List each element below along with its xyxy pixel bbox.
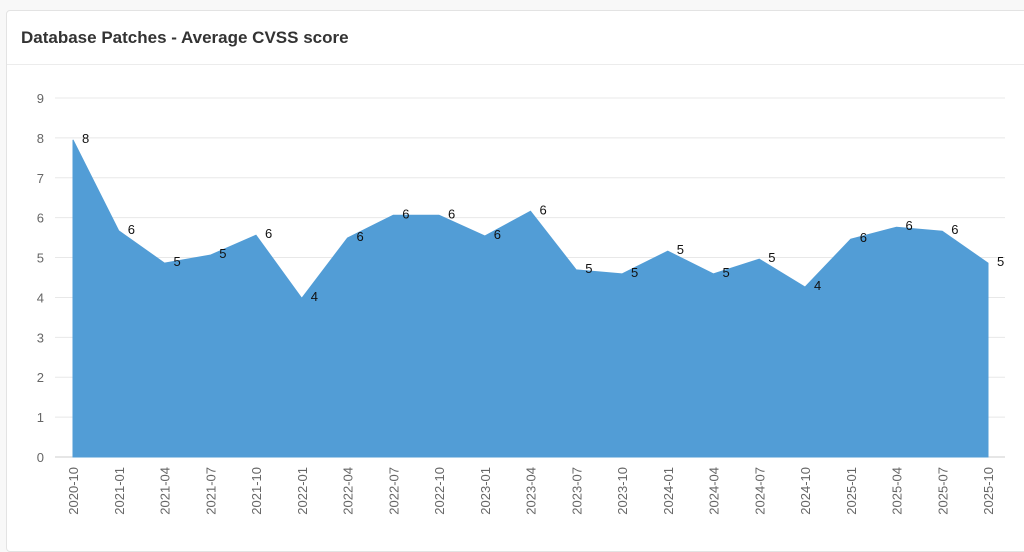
data-label: 4 bbox=[814, 278, 821, 293]
area-chart: 0 1 2 3 4 5 6 7 8 9 8 6 5 5 6 4 6 6 6 6 6 5 5 5 5 5 4 6 6 6 5 2020-10 20… bbox=[0, 0, 1024, 540]
x-tick-label: 2022-10 bbox=[432, 467, 447, 515]
x-tick-label: 2021-10 bbox=[249, 467, 264, 515]
x-tick-label: 2023-07 bbox=[569, 467, 584, 515]
data-label: 4 bbox=[311, 289, 318, 304]
data-label: 5 bbox=[997, 254, 1004, 269]
y-tick-label: 8 bbox=[37, 131, 44, 146]
data-label: 5 bbox=[631, 265, 638, 280]
x-tick-label: 2022-07 bbox=[386, 467, 401, 515]
data-label: 6 bbox=[951, 222, 958, 237]
x-tick-label: 2025-10 bbox=[981, 467, 996, 515]
x-tick-label: 2022-04 bbox=[341, 467, 356, 515]
x-tick-label: 2021-07 bbox=[203, 467, 218, 515]
x-tick-label: 2020-10 bbox=[66, 467, 81, 515]
data-label: 8 bbox=[82, 131, 89, 146]
x-tick-label: 2024-10 bbox=[798, 467, 813, 515]
x-tick-label: 2025-01 bbox=[844, 467, 859, 515]
y-tick-label: 5 bbox=[37, 251, 44, 266]
x-tick-label: 2022-01 bbox=[295, 467, 310, 515]
x-tick-label: 2025-04 bbox=[890, 467, 905, 515]
data-label: 6 bbox=[448, 206, 455, 221]
data-label: 6 bbox=[402, 206, 409, 221]
x-tick-label: 2023-01 bbox=[478, 467, 493, 515]
data-label: 5 bbox=[677, 242, 684, 257]
data-label: 5 bbox=[219, 246, 226, 261]
data-label: 5 bbox=[768, 250, 775, 265]
x-tick-label: 2024-07 bbox=[752, 467, 767, 515]
data-label: 5 bbox=[585, 261, 592, 276]
data-label: 6 bbox=[265, 226, 272, 241]
x-tick-label: 2021-04 bbox=[158, 467, 173, 515]
y-tick-label: 7 bbox=[37, 171, 44, 186]
x-tick-label: 2021-01 bbox=[112, 467, 127, 515]
y-tick-label: 6 bbox=[37, 211, 44, 226]
y-tick-label: 1 bbox=[37, 410, 44, 425]
x-tick-label: 2024-04 bbox=[707, 467, 722, 515]
y-tick-label: 4 bbox=[37, 290, 44, 305]
data-label: 6 bbox=[906, 218, 913, 233]
y-tick-label: 9 bbox=[37, 91, 44, 106]
y-tick-label: 0 bbox=[37, 450, 44, 465]
data-label: 6 bbox=[357, 229, 364, 244]
y-tick-label: 3 bbox=[37, 330, 44, 345]
x-tick-label: 2024-01 bbox=[661, 467, 676, 515]
data-label: 5 bbox=[723, 265, 730, 280]
x-tick-label: 2025-07 bbox=[935, 467, 950, 515]
data-label: 6 bbox=[128, 222, 135, 237]
data-label: 6 bbox=[494, 227, 501, 242]
x-tick-label: 2023-10 bbox=[615, 467, 630, 515]
area-series bbox=[73, 140, 988, 457]
data-label: 5 bbox=[174, 254, 181, 269]
y-tick-label: 2 bbox=[37, 370, 44, 385]
data-label: 6 bbox=[540, 202, 547, 217]
data-label: 6 bbox=[860, 230, 867, 245]
x-tick-label: 2023-04 bbox=[524, 467, 539, 515]
